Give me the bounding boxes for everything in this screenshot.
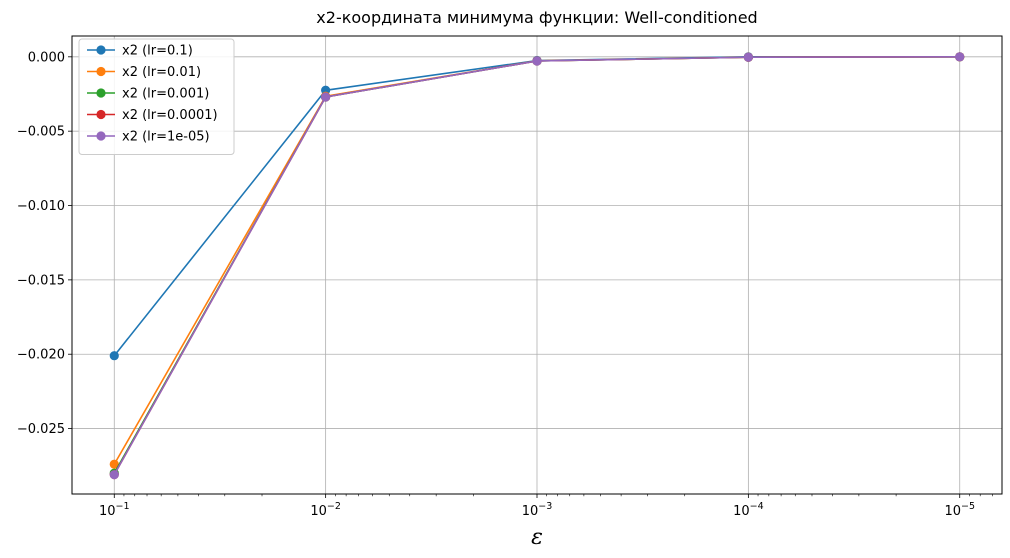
series-5 [109, 52, 965, 480]
y-tick-label: −0.010 [17, 199, 65, 214]
x-axis-ticks: 10−1 10−2 10−3 10−4 10−5 [99, 494, 975, 519]
legend: x2 (lr=0.1) x2 (lr=0.01) x2 (lr=0.001) x2 (… [78, 38, 235, 155]
legend-label: x2 (lr=0.0001) [122, 108, 218, 123]
legend-label: x2 (lr=0.001) [122, 87, 209, 102]
legend-label: x2 (lr=0.01) [122, 65, 201, 80]
data-point [321, 92, 331, 102]
legend-marker [96, 66, 106, 77]
y-tick-label: −0.020 [17, 348, 65, 363]
x-tick-label: 10−1 [99, 501, 130, 519]
legend-label: x2 (lr=0.1) [122, 44, 193, 59]
legend-item: x2 (lr=0.1) [87, 44, 193, 59]
y-tick-label: 0.000 [28, 50, 65, 65]
legend-item: x2 (lr=0.0001) [87, 108, 218, 123]
plot-frame [71, 35, 1003, 495]
legend-label: x2 (lr=1e-05) [122, 130, 210, 145]
data-point [532, 56, 542, 66]
y-tick-label: −0.005 [17, 125, 65, 140]
legend-marker [96, 45, 106, 55]
y-tick-label: −0.015 [17, 273, 65, 288]
legend-item: x2 (lr=0.01) [87, 65, 201, 80]
x-axis-minor-ticks [123, 494, 993, 497]
x-tick-label: 10−4 [733, 501, 764, 519]
legend-marker [96, 131, 106, 141]
legend-item: x2 (lr=0.001) [87, 87, 209, 102]
data-point [955, 52, 965, 62]
y-tick-label: −0.025 [17, 422, 65, 437]
legend-marker [96, 109, 106, 120]
data-point [109, 470, 119, 480]
chart-title: x2-координата минимума функции: Well-con… [316, 8, 757, 27]
legend-box [78, 38, 235, 155]
series-group [109, 52, 965, 480]
x-tick-label: 10−2 [310, 501, 341, 519]
legend-item: x2 (lr=1e-05) [87, 130, 210, 145]
legend-marker [96, 88, 106, 98]
x-axis-label: ε [531, 525, 543, 550]
data-point [109, 351, 119, 361]
data-point [109, 459, 119, 469]
x-tick-label: 10−3 [522, 501, 553, 519]
data-point [743, 52, 753, 62]
y-axis-ticks: 0.000 −0.005 −0.010 −0.015 −0.020 −0.025 [17, 50, 72, 437]
x-tick-label: 10−5 [944, 501, 975, 519]
